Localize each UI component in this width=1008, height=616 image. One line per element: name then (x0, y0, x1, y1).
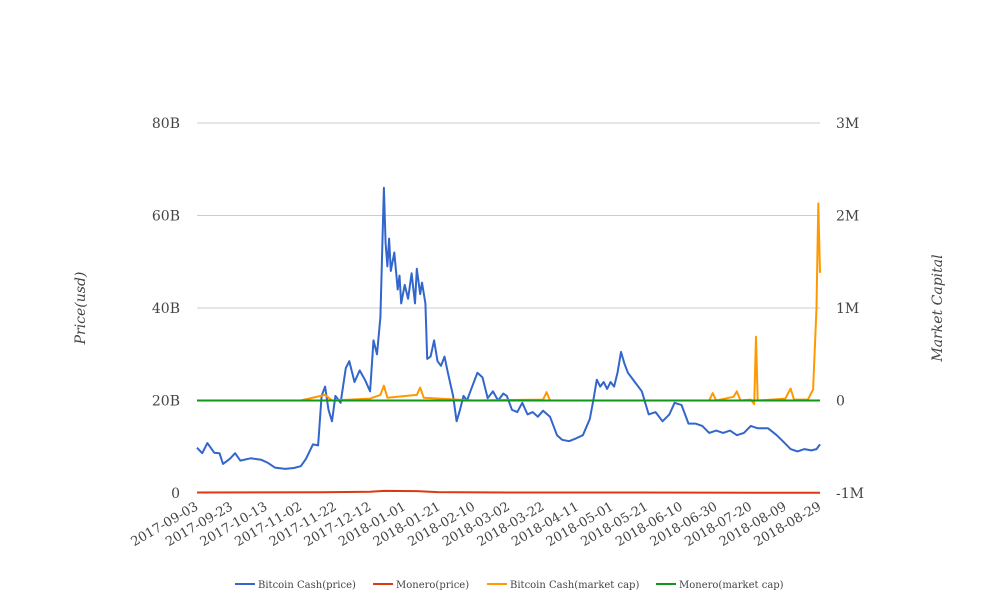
series-lines (196, 186, 821, 494)
y-axis-title: Price(usd) (73, 272, 89, 346)
series-line-1 (196, 489, 821, 494)
legend-label: Monero(price) (396, 580, 469, 591)
left-axis-ticks: 0 20B 40B 60B 80B (152, 116, 180, 502)
y-tick-label: 60B (152, 209, 180, 225)
y-tick-label: 20B (152, 394, 180, 410)
y2-tick-label: 3M (836, 116, 859, 132)
series-line-0 (196, 186, 821, 470)
x-axis-ticks: 2017-09-032017-09-232017-10-132017-11-02… (129, 499, 824, 549)
legend-label: Monero(market cap) (679, 580, 784, 591)
y2-tick-label: 0 (836, 394, 845, 410)
y2-tick-label: 2M (836, 209, 859, 225)
series-line-2 (197, 202, 821, 406)
y-tick-label: 0 (171, 486, 180, 502)
legend-label: Bitcoin Cash(market cap) (510, 580, 639, 591)
y-tick-label: 80B (152, 116, 180, 132)
y2-tick-label: -1M (836, 486, 864, 502)
legend: Bitcoin Cash(price) Monero(price) Bitcoin … (235, 580, 784, 591)
right-axis-ticks: -1M 0 1M 2M 3M (836, 116, 864, 502)
y-tick-label: 40B (152, 301, 180, 317)
y2-axis-title: Market Capital (930, 254, 946, 362)
legend-label: Bitcoin Cash(price) (258, 580, 356, 591)
gridlines (197, 122, 820, 401)
y2-tick-label: 1M (836, 301, 859, 317)
